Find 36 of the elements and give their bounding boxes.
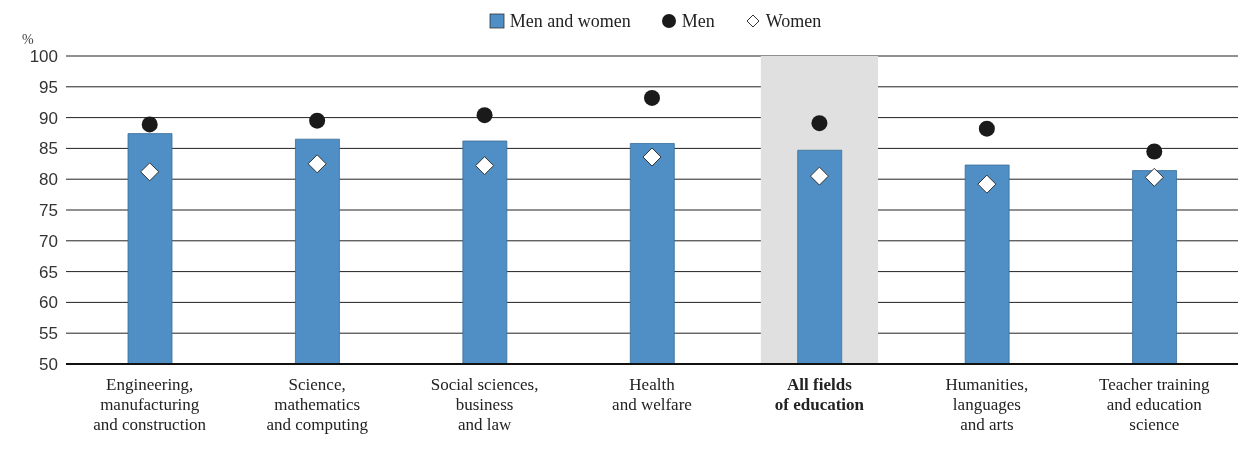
legend-label: Men and women <box>508 10 631 32</box>
x-tick-label: Engineering, manufacturing and construction <box>93 375 207 434</box>
x-tick-label: Humanities, languages and arts <box>945 375 1029 434</box>
y-tick-label: 85 <box>39 139 58 159</box>
point <box>309 112 326 129</box>
point <box>141 116 158 133</box>
x-tick-label: Social sciences, business and law <box>430 375 539 434</box>
y-tick-label: 100 <box>29 47 58 67</box>
x-tick-label: All fields of education <box>774 375 865 414</box>
x-tick-label: Teacher training and education science <box>1098 375 1211 434</box>
y-tick-label: 75 <box>39 201 58 221</box>
y-tick-label: 50 <box>39 355 58 375</box>
point <box>475 156 495 176</box>
point <box>642 147 662 167</box>
point <box>476 107 493 124</box>
point <box>1146 143 1163 160</box>
x-tick-label: Health and welfare <box>612 375 692 414</box>
legend-label: Women <box>764 10 822 32</box>
y-axis-title: % <box>22 32 34 48</box>
point <box>140 162 160 182</box>
point <box>977 174 997 194</box>
point <box>1144 167 1164 187</box>
point <box>811 115 828 132</box>
y-tick-label: 55 <box>39 324 58 344</box>
point <box>978 120 995 137</box>
y-tick-label: 65 <box>39 262 58 282</box>
point <box>809 166 829 186</box>
y-tick-label: 80 <box>39 170 58 190</box>
y-tick-label: 90 <box>39 108 58 128</box>
y-tick-label: 95 <box>39 77 58 97</box>
x-tick-label: Science, mathematics and computing <box>266 375 369 434</box>
y-tick-label: 60 <box>39 293 58 313</box>
y-tick-label: 70 <box>39 231 58 251</box>
point <box>307 154 327 174</box>
point <box>644 89 660 106</box>
legend-label: Men <box>680 10 715 32</box>
